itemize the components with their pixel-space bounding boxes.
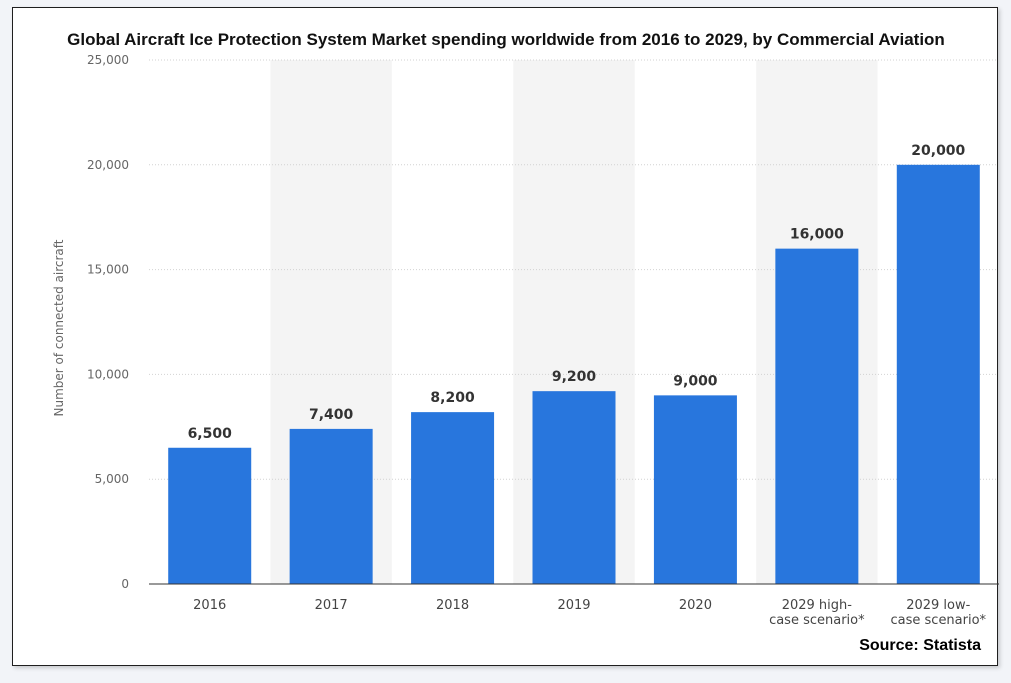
value-label: 16,000	[790, 227, 844, 243]
x-tick-label: 2017	[315, 598, 348, 613]
y-tick-label: 15,000	[87, 263, 129, 277]
y-tick-label: 0	[121, 577, 129, 591]
x-tick-label: 2016	[193, 598, 226, 613]
bar	[653, 395, 737, 584]
y-tick-label: 20,000	[87, 158, 129, 172]
value-label: 20,000	[911, 143, 965, 159]
bar	[289, 428, 373, 584]
x-tick-label: case scenario*	[891, 613, 987, 628]
y-tick-label: 10,000	[87, 367, 129, 381]
y-axis-label: Number of connected aircraft	[52, 239, 66, 417]
value-label: 6,500	[188, 426, 233, 442]
x-tick-label: case scenario*	[769, 613, 865, 628]
y-tick-labels: 0 5,000 10,000 15,000 20,000 25,000	[87, 53, 129, 591]
x-tick-label: 2029 low-	[906, 598, 970, 613]
y-tick-label: 5,000	[95, 472, 129, 486]
x-tick-label: 2019	[557, 598, 590, 613]
source-note: Source: Statista	[859, 637, 981, 654]
value-label: 9,200	[552, 369, 597, 385]
x-tick-label: 2018	[436, 598, 469, 613]
value-label: 7,400	[309, 407, 354, 423]
bar	[775, 248, 859, 584]
chart-frame: Global Aircraft Ice Protection System Ma…	[12, 7, 999, 666]
y-tick-label: 25,000	[87, 53, 129, 67]
value-label: 8,200	[430, 390, 475, 406]
x-tick-label: 2029 high-	[782, 598, 853, 613]
bar-chart: 0 5,000 10,000 15,000 20,000 25,000 6,500 7,40…	[87, 53, 999, 628]
bar	[896, 164, 980, 585]
value-label: 9,000	[673, 373, 718, 389]
chart-title: Global Aircraft Ice Protection System Ma…	[67, 30, 945, 49]
value-labels: 6,500 7,400 8,200 9,200 9,000 16,000 20,000	[188, 143, 966, 442]
bars	[168, 164, 980, 585]
bar	[411, 412, 495, 584]
x-tick-label: 2020	[679, 598, 712, 613]
bar	[168, 447, 252, 584]
bar	[532, 391, 616, 584]
x-tick-labels: 2016 2017 2018 2019 2020 2029 high-case scena…	[193, 598, 986, 628]
